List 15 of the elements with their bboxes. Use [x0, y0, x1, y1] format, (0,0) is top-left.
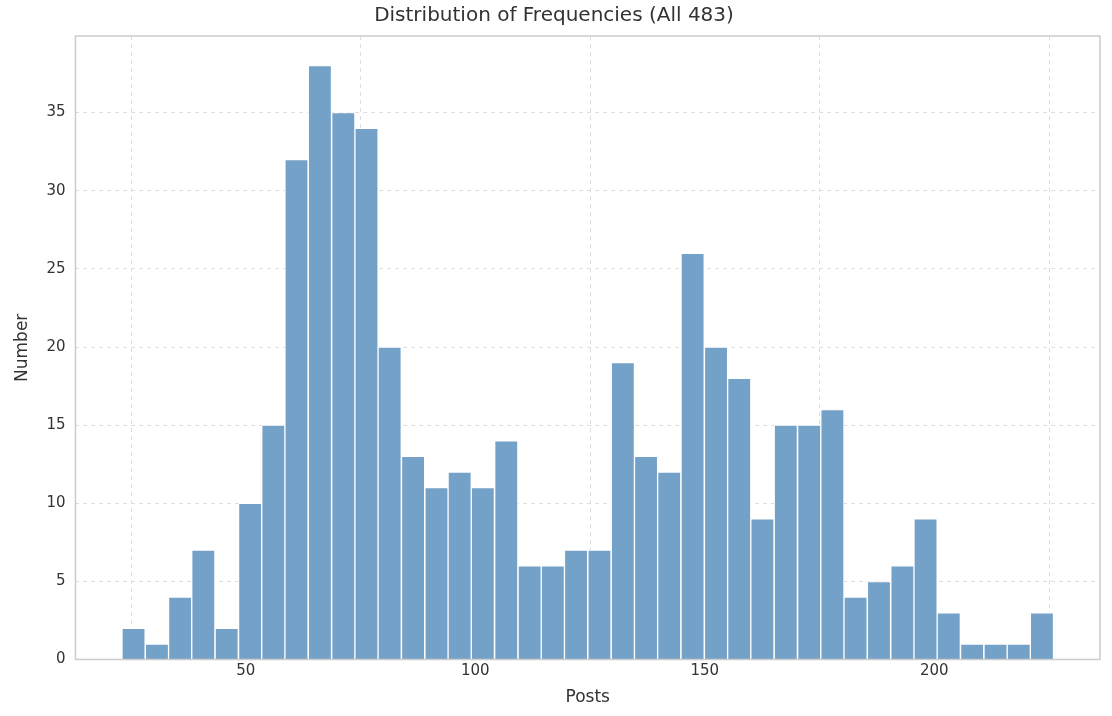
y-axis-title: Number	[10, 313, 31, 382]
y-tick-label: 0	[55, 649, 66, 668]
y-tick-label: 35	[46, 102, 66, 121]
y-tick-label: 5	[55, 571, 66, 590]
y-tick-label: 30	[46, 180, 66, 199]
x-tick-label: 100	[460, 661, 490, 680]
y-tick-label: 25	[46, 258, 66, 277]
x-tick-label: 200	[919, 661, 949, 680]
chart-title: Distribution of Frequencies (All 483)	[374, 2, 734, 27]
y-tick-label: 10	[46, 493, 66, 512]
x-tick-label: 150	[690, 661, 720, 680]
x-axis-title: Posts	[565, 686, 611, 707]
x-tick-label: 50	[236, 661, 256, 680]
y-tick-label: 20	[46, 336, 66, 355]
y-tick-label: 15	[46, 415, 66, 434]
